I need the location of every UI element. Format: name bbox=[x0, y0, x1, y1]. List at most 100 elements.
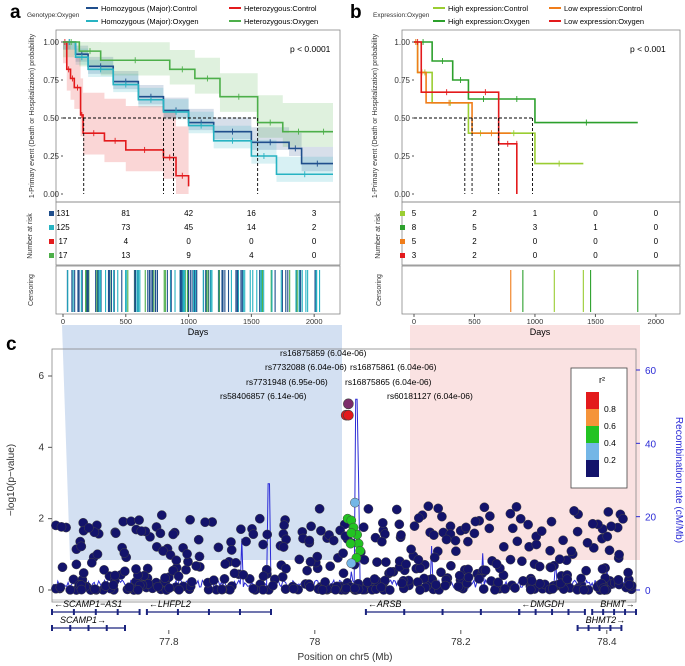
risk-row-swatch bbox=[49, 239, 54, 244]
censoring-label-a: Censoring bbox=[28, 274, 35, 306]
snp-point bbox=[415, 563, 425, 574]
snp-point bbox=[83, 523, 94, 533]
risk-row-swatch bbox=[400, 239, 405, 244]
snp-point bbox=[372, 557, 382, 567]
panel-label-b: b bbox=[350, 2, 362, 23]
snp-point bbox=[436, 567, 446, 578]
gene-exon bbox=[87, 625, 90, 631]
x-tick-label: 1500 bbox=[587, 317, 604, 326]
snp-point bbox=[173, 571, 184, 582]
snp-point bbox=[305, 582, 315, 592]
snp-point bbox=[603, 507, 614, 517]
snp-point bbox=[328, 535, 339, 546]
risk-count: 1 bbox=[593, 223, 598, 232]
risk-count: 2 bbox=[472, 209, 477, 218]
snp-point bbox=[485, 511, 495, 521]
risk-count: 17 bbox=[59, 251, 68, 260]
snp-point bbox=[194, 551, 205, 562]
r2-legend-tick: 0.2 bbox=[604, 455, 616, 465]
risk-count: 2 bbox=[472, 251, 477, 260]
snp-point bbox=[134, 515, 144, 525]
snp-point bbox=[613, 574, 624, 585]
snp-point bbox=[241, 536, 251, 547]
risk-count: 0 bbox=[593, 237, 598, 246]
y2-tick-label: 60 bbox=[645, 366, 657, 377]
snp-point bbox=[474, 573, 484, 584]
risk-row-swatch bbox=[49, 253, 54, 258]
gene-exon bbox=[567, 609, 570, 615]
snp-point bbox=[216, 584, 227, 595]
snp-point bbox=[517, 556, 527, 567]
y-tick-label: 0 bbox=[38, 585, 44, 596]
snp-point bbox=[185, 514, 195, 525]
snp-point bbox=[377, 536, 387, 547]
risk-count: 8 bbox=[412, 223, 417, 232]
risk-count: 14 bbox=[247, 223, 256, 232]
zoom-wedge-left bbox=[62, 325, 342, 560]
snp-point bbox=[229, 568, 240, 579]
risk-count: 1 bbox=[533, 209, 538, 218]
snp-point bbox=[507, 523, 518, 534]
risk-count: 0 bbox=[593, 251, 598, 260]
snp-point bbox=[384, 585, 395, 595]
legend-entry: Heterozygous:Oxygen bbox=[244, 17, 318, 26]
y-tick-label: 1.00 bbox=[394, 38, 410, 47]
snp-point bbox=[86, 557, 97, 568]
legend-title-a: Genotype:Oxygen bbox=[27, 12, 80, 19]
risk-count: 0 bbox=[593, 209, 598, 218]
snp-point bbox=[213, 542, 224, 553]
snp-point bbox=[470, 516, 481, 527]
snp-point-ld bbox=[350, 497, 360, 508]
gene-exon bbox=[403, 609, 406, 615]
survival-curve-2 bbox=[63, 41, 333, 176]
snp-point bbox=[200, 517, 210, 528]
censoring-label-b: Censoring bbox=[376, 274, 383, 306]
snp-point bbox=[578, 585, 589, 595]
y-tick-label: 0.25 bbox=[394, 152, 410, 161]
snp-point bbox=[330, 584, 341, 595]
snp-point bbox=[71, 559, 82, 570]
snp-point bbox=[480, 565, 491, 576]
y-tick-label: 6 bbox=[38, 371, 44, 382]
risk-row-swatch bbox=[400, 225, 405, 230]
snp-point bbox=[397, 578, 407, 588]
snp-point bbox=[463, 536, 473, 547]
snp-point bbox=[136, 526, 147, 536]
survival-curve-3 bbox=[414, 41, 511, 134]
risk-count: 5 bbox=[472, 223, 477, 232]
snp-point bbox=[131, 564, 141, 574]
r2-legend-title: r² bbox=[599, 375, 605, 385]
snp-point bbox=[491, 559, 502, 569]
snp-annotation: rs58406857 (6.14e-06) bbox=[220, 391, 307, 401]
snp-point bbox=[446, 560, 456, 571]
risk-count: 81 bbox=[121, 209, 130, 218]
y2-axis-label-c: Recombination rate (cM/Mb) bbox=[673, 417, 684, 543]
snp-point bbox=[181, 564, 191, 575]
snp-point bbox=[413, 513, 424, 523]
snp-point bbox=[359, 555, 370, 565]
snp-point bbox=[158, 546, 168, 556]
gene-exon bbox=[587, 625, 590, 631]
snp-point bbox=[220, 559, 231, 569]
x-tick-label: 2000 bbox=[306, 317, 323, 326]
snp-point bbox=[281, 563, 291, 574]
snp-point bbox=[164, 583, 175, 593]
risk-count: 3 bbox=[412, 251, 417, 260]
snp-annotation: rs16875865 (6.04e-06) bbox=[345, 377, 432, 387]
y2-tick-label: 20 bbox=[645, 513, 657, 524]
snp-point bbox=[518, 576, 528, 586]
risk-label-b: Number at risk bbox=[375, 213, 382, 259]
snp-point bbox=[76, 541, 87, 552]
snp-point bbox=[546, 562, 556, 573]
snp-point bbox=[171, 555, 182, 566]
y-tick-label: 2 bbox=[38, 514, 44, 525]
risk-row-swatch bbox=[400, 211, 405, 216]
snp-point bbox=[304, 535, 315, 546]
lead-snp bbox=[343, 398, 354, 410]
panel-c: rs16875859 (6.04e-06) rs7732088 (6.04e-06… bbox=[6, 348, 684, 663]
gene-exon bbox=[576, 625, 579, 631]
snp-point bbox=[566, 546, 577, 556]
snp-point bbox=[441, 534, 452, 545]
risk-table-b bbox=[401, 201, 681, 266]
snp-point bbox=[174, 584, 184, 595]
